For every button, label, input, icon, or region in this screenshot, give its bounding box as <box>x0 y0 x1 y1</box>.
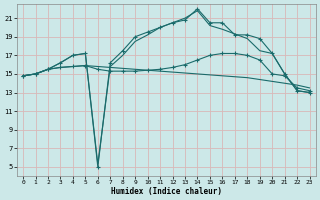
X-axis label: Humidex (Indice chaleur): Humidex (Indice chaleur) <box>111 187 222 196</box>
